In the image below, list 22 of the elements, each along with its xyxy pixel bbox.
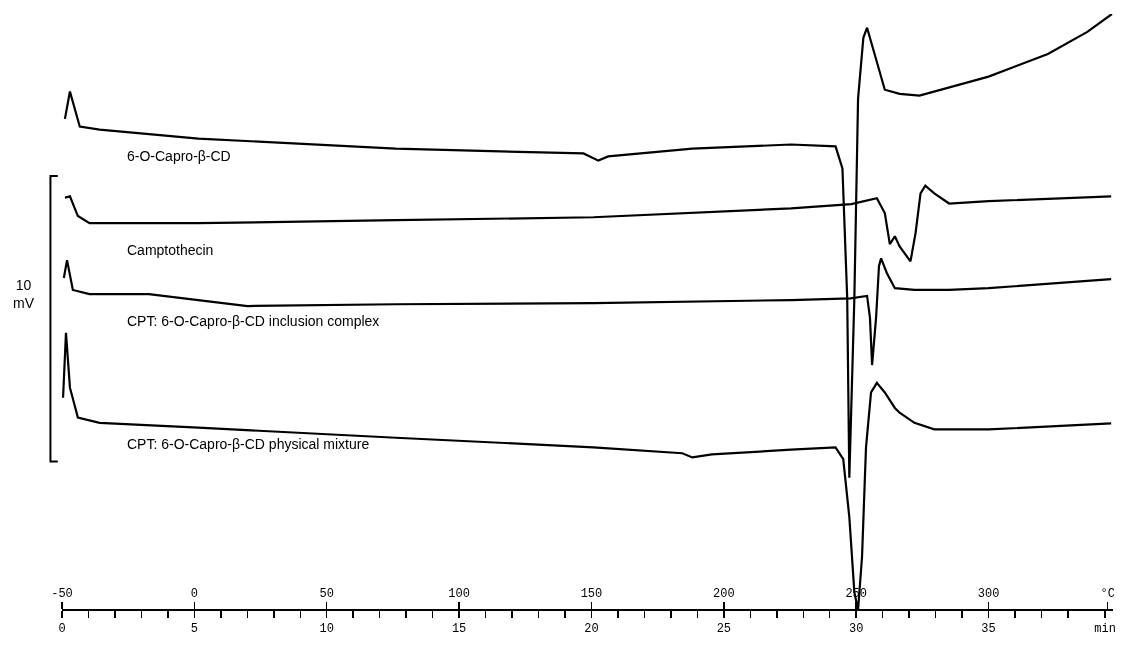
x-tick-label: 150 xyxy=(580,587,603,602)
x2-tick-label: 30 xyxy=(849,622,864,637)
x-tick-label: -50 xyxy=(51,587,73,602)
x-tick-label: 50 xyxy=(319,587,334,602)
x-tick-label: °C xyxy=(1100,587,1115,602)
x-tick-label: 300 xyxy=(977,587,1000,602)
series-label: 6-O-Capro-β-CD xyxy=(127,148,231,164)
x2-tick-label: 0 xyxy=(58,622,66,637)
x2-tick-label: 35 xyxy=(981,622,996,637)
x2-tick-label: 20 xyxy=(584,622,599,637)
x-tick-label: 100 xyxy=(448,587,470,602)
x-tick-label: 0 xyxy=(190,587,198,602)
x2-tick-label: 25 xyxy=(716,622,732,637)
series-label: CPT: 6-O-Capro-β-CD physical mixture xyxy=(127,436,370,452)
series-label: Camptothecin xyxy=(127,242,214,258)
text: 10 mV xyxy=(13,277,35,312)
series-label: CPT: 6-O-Capro-β-CD inclusion complex xyxy=(127,313,380,329)
x-tick-label: 200 xyxy=(713,587,735,602)
x2-tick-label: 10 xyxy=(319,622,334,637)
x2-tick-label: min xyxy=(1094,622,1116,637)
x2-tick-label: 15 xyxy=(451,622,467,637)
x2-tick-label: 5 xyxy=(190,622,198,637)
